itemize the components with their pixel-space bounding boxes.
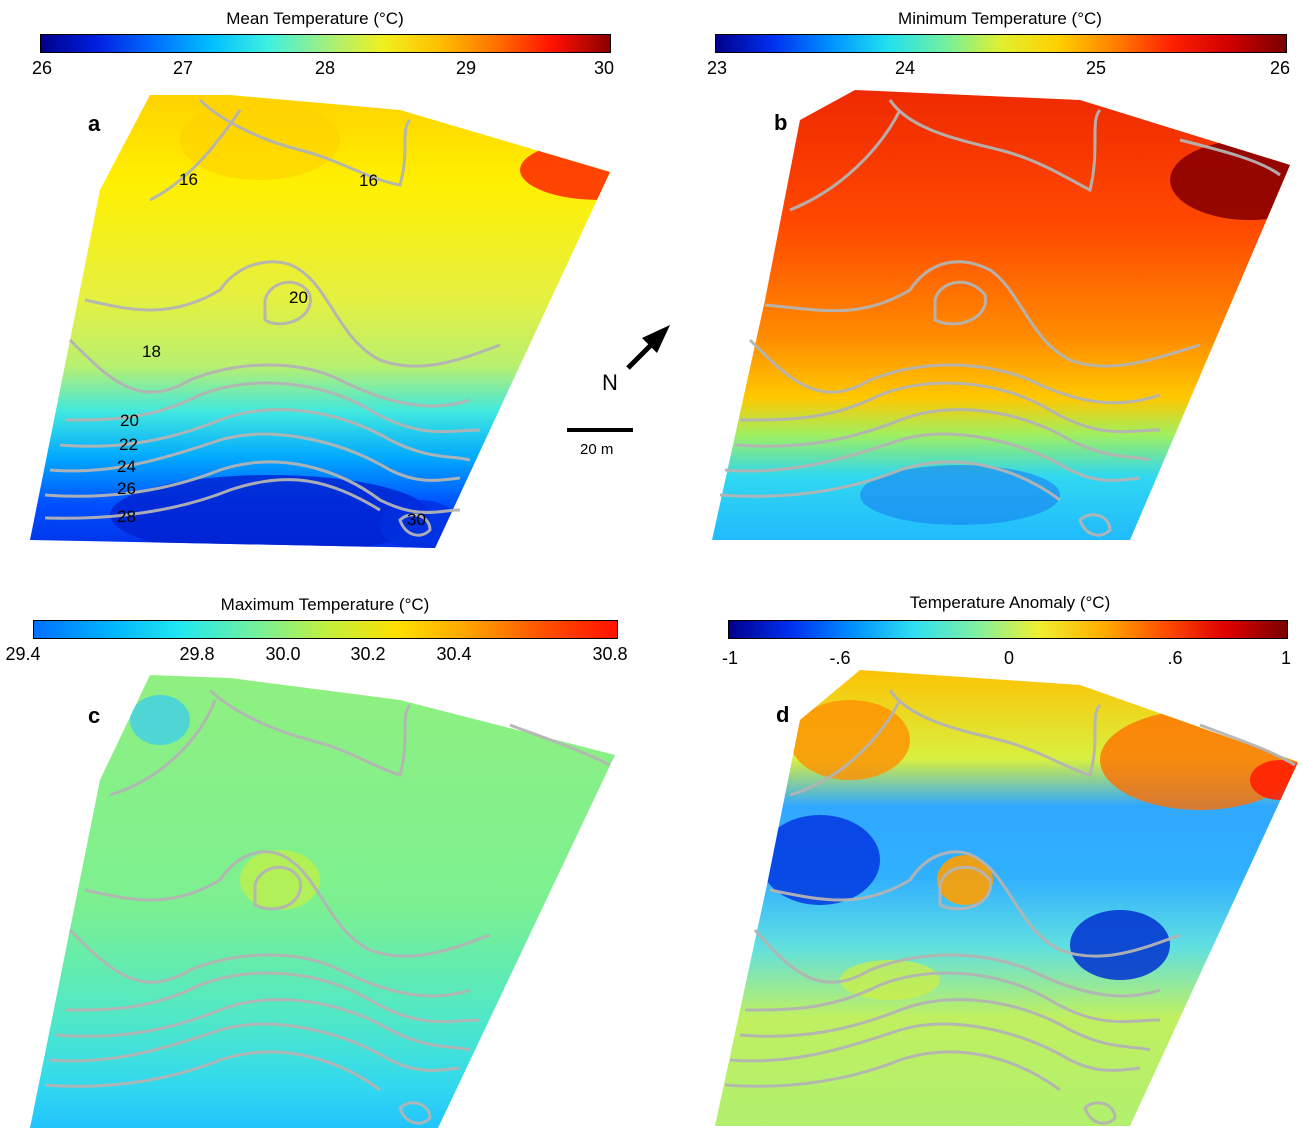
colorbar-max-tick: 30.4 xyxy=(436,644,472,664)
contours-b xyxy=(719,99,1281,537)
scale-bar-label: 20 m xyxy=(580,441,614,458)
contour-label: 24 xyxy=(117,457,136,476)
north-label: N xyxy=(602,370,618,395)
contour-label: 16 xyxy=(179,170,198,189)
panel-letter-d: d xyxy=(776,702,789,727)
colorbar-anom xyxy=(728,620,1288,639)
colorbar-anom-tick: 1 xyxy=(1280,648,1292,668)
panel-letter-c: c xyxy=(88,703,100,728)
colorbar-min-tick: 24 xyxy=(894,58,916,78)
colorbar-title-anom: Temperature Anomaly (°C) xyxy=(909,593,1111,612)
colorbar-min-tick: 26 xyxy=(1269,58,1291,78)
contour-label: 30 xyxy=(407,510,426,529)
contour-label: 18 xyxy=(142,342,161,361)
colorbar-title-min: Minimum Temperature (°C) xyxy=(898,9,1102,28)
contours-d xyxy=(724,689,1296,1125)
colorbar-anom-tick: 0 xyxy=(1003,648,1015,668)
panel-letter-b: b xyxy=(774,110,787,135)
contour-label: 16 xyxy=(359,171,378,190)
map-panel-b xyxy=(712,90,1290,540)
panel-letter-a: a xyxy=(88,111,101,136)
colorbar-anom-tick: -.6 xyxy=(829,648,851,668)
colorbar-mean xyxy=(40,34,611,53)
contour-label: 22 xyxy=(119,435,138,454)
colorbar-max-tick: 30.8 xyxy=(592,644,628,664)
map-panel-d xyxy=(715,670,1298,1126)
colorbar-mean-tick: 26 xyxy=(31,58,53,78)
colorbar-max-tick: 29.4 xyxy=(5,644,41,664)
colorbar-anom-tick: .6 xyxy=(1167,648,1183,668)
colorbar-mean-tick: 28 xyxy=(314,58,336,78)
colorbar-max-tick: 30.0 xyxy=(265,644,301,664)
colorbar-min-tick: 23 xyxy=(706,58,728,78)
colorbar-max-tick: 30.2 xyxy=(350,644,386,664)
contour-label: 20 xyxy=(289,288,308,307)
contours-c xyxy=(44,688,611,1125)
colorbar-mean-tick: 30 xyxy=(593,58,615,78)
colorbar-max xyxy=(33,620,618,639)
colorbar-min xyxy=(715,34,1287,53)
contours-a xyxy=(44,98,501,537)
colorbar-title-mean: Mean Temperature (°C) xyxy=(226,9,404,28)
contour-label: 20 xyxy=(120,411,139,430)
colorbar-max-tick: 29.8 xyxy=(179,644,215,664)
contour-label: 28 xyxy=(117,507,136,526)
colorbar-title-max: Maximum Temperature (°C) xyxy=(220,595,430,614)
colorbar-anom-tick: -1 xyxy=(721,648,739,668)
contour-label: 26 xyxy=(117,479,136,498)
north-arrow-icon xyxy=(626,325,670,370)
colorbar-mean-tick: 27 xyxy=(172,58,194,78)
colorbar-mean-tick: 29 xyxy=(455,58,477,78)
colorbar-min-tick: 25 xyxy=(1085,58,1107,78)
